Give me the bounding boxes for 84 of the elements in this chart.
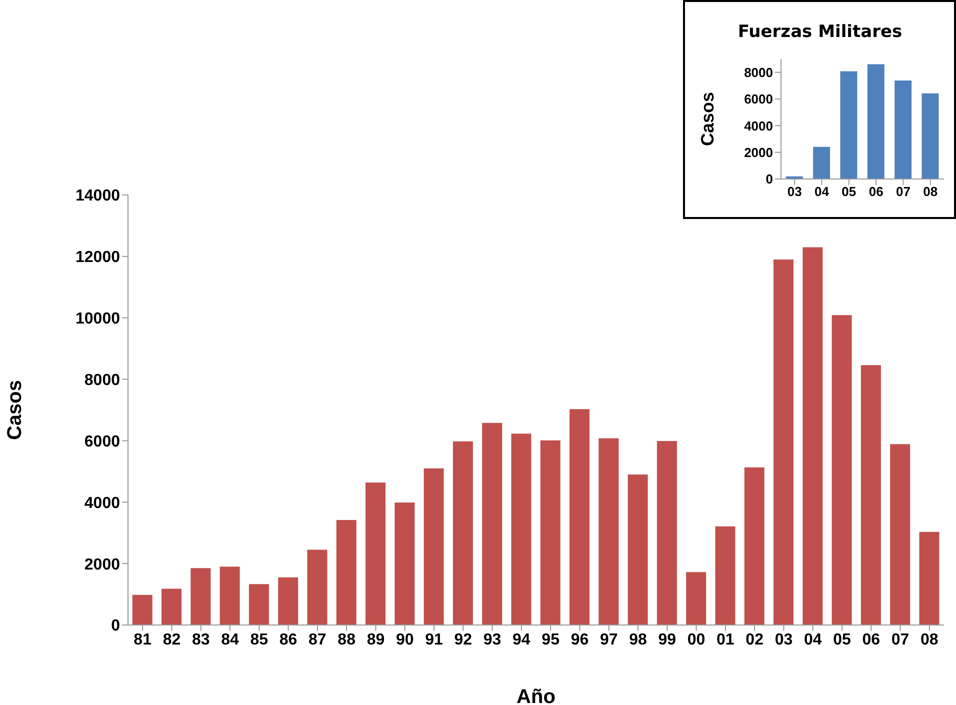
y-tick-label: 8000 bbox=[744, 64, 773, 80]
bar bbox=[656, 441, 677, 625]
x-tick-label: 04 bbox=[814, 184, 830, 200]
bar bbox=[452, 441, 473, 625]
x-tick-label: 07 bbox=[896, 184, 910, 200]
x-tick-label: 06 bbox=[862, 631, 880, 648]
bar bbox=[540, 440, 560, 625]
x-tick-label: 04 bbox=[804, 631, 822, 648]
bar bbox=[366, 482, 386, 625]
x-tick-label: 97 bbox=[600, 631, 618, 648]
bar bbox=[628, 474, 648, 625]
bar bbox=[307, 550, 328, 625]
bar bbox=[424, 468, 444, 625]
x-tick-label: 08 bbox=[920, 631, 938, 648]
x-tick-label: 96 bbox=[570, 631, 589, 648]
y-tick-label: 8000 bbox=[84, 372, 120, 389]
bar bbox=[867, 64, 884, 179]
x-tick-label: 01 bbox=[716, 631, 734, 648]
bar bbox=[132, 594, 152, 625]
y-tick-label: 14000 bbox=[76, 188, 120, 205]
bar bbox=[922, 93, 939, 179]
x-tick-label: 98 bbox=[629, 631, 647, 648]
bar bbox=[278, 577, 298, 625]
x-tick-label: 86 bbox=[279, 631, 298, 648]
chart-title: Fuerzas Militares bbox=[736, 22, 904, 42]
bar bbox=[894, 80, 912, 179]
bar bbox=[802, 247, 823, 625]
y-tick-label: 10000 bbox=[76, 310, 120, 328]
x-tick-label: 88 bbox=[338, 631, 356, 648]
y-tick-label: 6000 bbox=[744, 92, 773, 107]
y-tick-label: 6000 bbox=[84, 433, 120, 450]
bar bbox=[744, 467, 764, 625]
x-tick-label: 00 bbox=[687, 631, 706, 648]
x-tick-label: 91 bbox=[425, 631, 443, 648]
x-tick-label: 08 bbox=[923, 184, 938, 200]
x-tick-label: 05 bbox=[842, 184, 856, 200]
x-tick-label: 06 bbox=[868, 184, 884, 200]
bar bbox=[162, 588, 182, 625]
x-tick-label: 92 bbox=[454, 631, 472, 648]
x-tick-label: 07 bbox=[891, 631, 910, 648]
bar bbox=[840, 71, 858, 179]
y-axis-title: Casos bbox=[697, 92, 718, 146]
y-tick-label: 2000 bbox=[84, 556, 120, 574]
y-axis-title: Casos bbox=[4, 380, 26, 440]
y-tick-label: 12000 bbox=[76, 249, 120, 266]
y-tick-label: 2000 bbox=[744, 144, 773, 160]
bar bbox=[598, 438, 619, 625]
bar bbox=[774, 260, 794, 625]
x-tick-label: 02 bbox=[746, 631, 764, 648]
x-tick-label: 93 bbox=[483, 631, 502, 648]
x-tick-label: 03 bbox=[787, 184, 802, 200]
x-tick-label: 84 bbox=[221, 631, 239, 648]
bar bbox=[482, 422, 502, 625]
bar bbox=[919, 532, 940, 625]
bar bbox=[190, 568, 211, 625]
bar bbox=[570, 409, 590, 625]
y-tick-label: 0 bbox=[111, 618, 120, 635]
bar bbox=[220, 566, 240, 625]
bar bbox=[890, 444, 910, 625]
bar bbox=[686, 572, 706, 625]
x-tick-label: 94 bbox=[512, 631, 530, 648]
x-tick-label: 82 bbox=[162, 631, 181, 648]
x-tick-label: 95 bbox=[542, 631, 560, 648]
y-tick-label: 0 bbox=[766, 172, 773, 187]
x-tick-label: 85 bbox=[250, 631, 268, 648]
bar bbox=[860, 365, 881, 625]
bar bbox=[832, 315, 852, 625]
x-tick-label: 90 bbox=[396, 631, 414, 648]
x-tick-label: 99 bbox=[658, 631, 676, 648]
x-tick-label: 87 bbox=[308, 631, 326, 648]
bar bbox=[813, 146, 830, 179]
x-axis-title: Año bbox=[516, 686, 556, 705]
x-tick-label: 83 bbox=[192, 631, 210, 648]
x-tick-label: 89 bbox=[366, 631, 385, 648]
y-tick-label: 4000 bbox=[84, 494, 120, 512]
bar bbox=[394, 502, 415, 625]
bar bbox=[336, 520, 356, 625]
y-tick-label: 4000 bbox=[744, 118, 773, 134]
bar bbox=[715, 526, 736, 625]
bar bbox=[248, 584, 269, 625]
x-tick-label: 05 bbox=[833, 631, 851, 648]
x-tick-label: 03 bbox=[774, 631, 793, 648]
x-tick-label: 81 bbox=[134, 631, 152, 648]
bar bbox=[511, 434, 532, 625]
